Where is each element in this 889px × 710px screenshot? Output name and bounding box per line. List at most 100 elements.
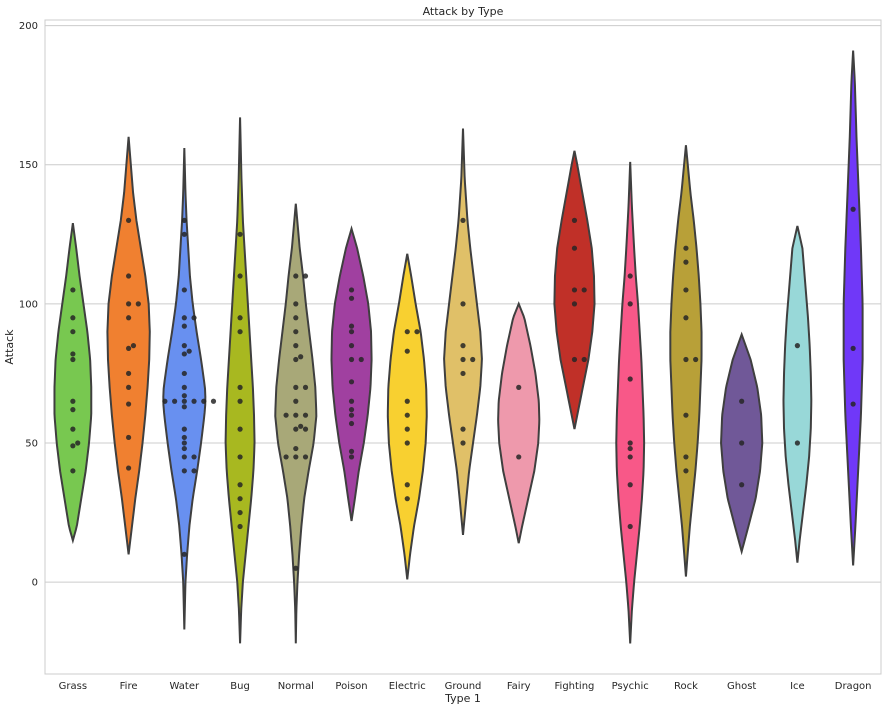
point-electric-5 [404, 398, 410, 404]
point-fire-6 [130, 343, 137, 349]
violin-grass [53, 223, 93, 545]
x-tick-dragon: Dragon [835, 681, 872, 692]
point-normal-13 [302, 384, 309, 390]
point-rock-1 [683, 454, 689, 460]
point-water-25 [181, 287, 187, 293]
point-fire-11 [126, 217, 132, 223]
point-bug-2 [237, 496, 243, 502]
x-tick-ghost: Ghost [727, 681, 756, 692]
violin-ice [782, 225, 813, 563]
point-water-13 [201, 398, 207, 404]
x-tick-fire: Fire [120, 681, 138, 692]
point-fire-9 [135, 301, 141, 307]
point-grass-6 [70, 356, 76, 363]
point-normal-11 [293, 398, 299, 404]
point-bug-11 [237, 231, 243, 237]
point-poison-0 [348, 454, 355, 460]
point-bug-9 [237, 315, 243, 321]
point-normal-16 [293, 343, 299, 349]
point-water-18 [181, 370, 187, 377]
point-water-14 [162, 398, 168, 404]
point-fire-4 [126, 370, 132, 377]
point-water-1 [181, 468, 187, 474]
point-normal-21 [302, 273, 309, 279]
point-water-7 [181, 434, 187, 441]
point-poison-13 [348, 287, 355, 293]
point-water-17 [181, 384, 187, 390]
point-electric-0 [404, 496, 410, 502]
point-grass-1 [70, 443, 76, 449]
x-tick-electric: Electric [389, 681, 426, 692]
point-electric-3 [404, 426, 410, 432]
point-poison-2 [348, 420, 355, 427]
point-psychic-5 [627, 376, 633, 382]
point-water-9 [181, 404, 187, 410]
point-water-0 [181, 551, 187, 557]
point-rock-2 [683, 412, 689, 418]
point-water-11 [191, 398, 197, 404]
point-fighting-6 [571, 217, 578, 223]
point-bug-6 [237, 398, 243, 404]
point-bug-4 [237, 454, 243, 460]
point-electric-6 [404, 348, 410, 354]
point-fighting-4 [581, 287, 587, 293]
point-water-8 [181, 426, 187, 432]
point-poison-3 [348, 412, 355, 418]
point-normal-14 [293, 356, 299, 363]
point-fire-5 [126, 345, 132, 351]
point-normal-10 [283, 412, 289, 418]
point-poison-4 [348, 407, 355, 413]
point-normal-1 [293, 454, 299, 460]
point-normal-6 [302, 426, 309, 432]
point-fighting-0 [571, 356, 578, 363]
point-grass-3 [70, 426, 76, 432]
point-fire-0 [126, 465, 132, 471]
point-fire-10 [126, 273, 132, 279]
violin-fairy [497, 301, 541, 544]
x-axis-label: Type 1 [444, 692, 481, 705]
point-rock-5 [683, 315, 689, 321]
point-fire-2 [126, 401, 132, 407]
point-water-22 [181, 323, 187, 329]
point-water-3 [181, 454, 187, 460]
x-tick-fairy: Fairy [507, 681, 531, 692]
point-rock-3 [683, 356, 689, 363]
point-water-4 [191, 454, 197, 460]
point-poison-9 [348, 343, 355, 349]
point-normal-3 [283, 454, 289, 460]
point-ghost-2 [739, 398, 745, 404]
point-electric-1 [404, 482, 410, 488]
y-tick-200: 200 [19, 21, 38, 32]
point-ground-7 [460, 217, 466, 223]
point-bug-7 [237, 384, 243, 390]
x-tick-poison: Poison [335, 681, 367, 692]
point-poison-1 [348, 448, 355, 454]
point-normal-12 [293, 384, 299, 390]
point-normal-5 [293, 426, 299, 432]
point-ground-3 [460, 356, 466, 363]
point-ground-0 [460, 440, 466, 446]
point-grass-9 [70, 315, 76, 321]
point-water-27 [181, 217, 187, 223]
point-normal-17 [293, 329, 299, 335]
violin-dragon [842, 50, 864, 566]
point-water-15 [210, 398, 217, 404]
point-water-12 [172, 398, 178, 404]
point-fire-1 [126, 434, 132, 441]
y-tick-100: 100 [19, 299, 38, 310]
point-rock-7 [683, 259, 689, 265]
point-bug-3 [237, 482, 243, 488]
point-fire-7 [126, 315, 132, 321]
point-water-10 [181, 398, 187, 404]
point-poison-8 [358, 356, 364, 363]
y-axis-label: Attack [3, 329, 16, 365]
point-bug-5 [237, 426, 243, 432]
x-tick-bug: Bug [230, 681, 250, 692]
point-normal-20 [293, 273, 299, 279]
point-water-5 [181, 445, 187, 452]
point-poison-6 [348, 379, 355, 385]
point-normal-8 [293, 412, 299, 418]
violin-psychic [615, 161, 646, 644]
point-water-23 [181, 315, 187, 321]
